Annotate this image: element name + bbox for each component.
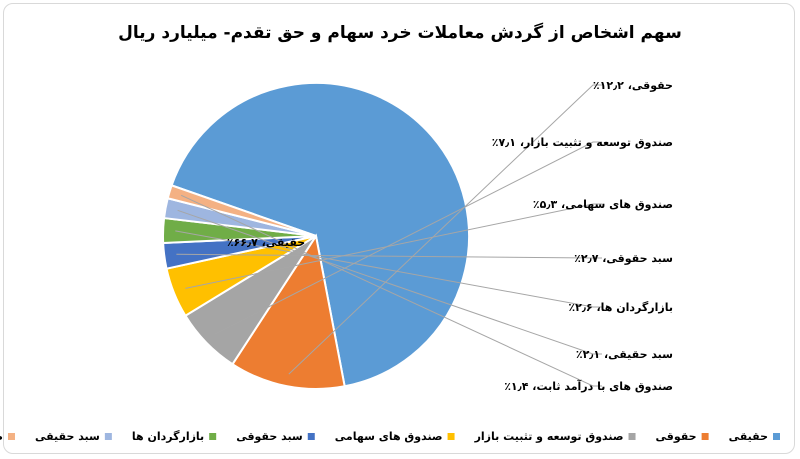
legend-swatch-4	[447, 433, 455, 440]
pie-slice-8	[166, 184, 317, 237]
data-label-1: حقیقی، ۶۶٫۷٪	[227, 236, 305, 249]
data-label-2: حقوقی، ۱۲٫۲٪	[593, 79, 673, 92]
legend-label-5: سبد حقوقی	[236, 430, 303, 443]
legend-swatch-7	[104, 433, 112, 440]
legend-label-8: صندوق های با درآمد ثابت	[0, 429, 3, 443]
leader-line-6	[175, 230, 602, 308]
legend-swatch-6	[209, 433, 217, 440]
legend-swatch-5	[307, 433, 315, 440]
chart-title: سهم اشخاص از گردش معاملات خرد سهام و حق …	[118, 22, 682, 43]
legend-label-7: سبد حقیقی	[35, 430, 100, 443]
legend-label-4: صندوق های سهامی	[335, 430, 443, 443]
data-labels: حقیقی، ۶۶٫۷٪ حقوقی، ۱۲٫۲٪ صندوق توسعه و تث…	[227, 79, 673, 393]
leader-lines	[175, 84, 602, 387]
data-label-7: سبد حقیقی، ۲٫۱٪	[576, 348, 673, 361]
data-label-3: صندوق توسعه و تثبیت بازار، ۷٫۱٪	[492, 136, 673, 149]
leader-line-5	[176, 253, 602, 259]
legend: حقیقی حقوقی صندوق توسعه و تثبیت بازار صندوق…	[0, 429, 780, 443]
legend-label-1: حقیقی	[729, 430, 768, 443]
leader-line-3	[214, 141, 602, 335]
data-label-8: صندوق های با درآمد ثابت، ۱٫۴٪	[504, 379, 673, 393]
data-label-4: صندوق های سهامی، ۵٫۳٪	[533, 198, 673, 211]
legend-swatch-3	[628, 433, 636, 440]
leader-line-8	[180, 194, 602, 387]
data-label-6: بازارگردان ها، ۲٫۶٪	[568, 301, 673, 314]
pie-slice-2	[231, 233, 346, 390]
legend-label-6: بازارگردان ها	[132, 430, 204, 443]
data-label-5: سبد حقوقی، ۲٫۷٪	[574, 252, 673, 265]
pie-slice-1	[170, 82, 470, 388]
leader-line-2	[288, 84, 602, 375]
legend-label-3: صندوق توسعه و تثبیت بازار	[474, 430, 624, 443]
legend-swatch-2	[701, 433, 709, 440]
legend-label-2: حقوقی	[656, 430, 697, 443]
legend-swatch-1	[773, 433, 780, 440]
legend-swatch-8	[7, 433, 15, 440]
pie-slices	[162, 82, 470, 390]
